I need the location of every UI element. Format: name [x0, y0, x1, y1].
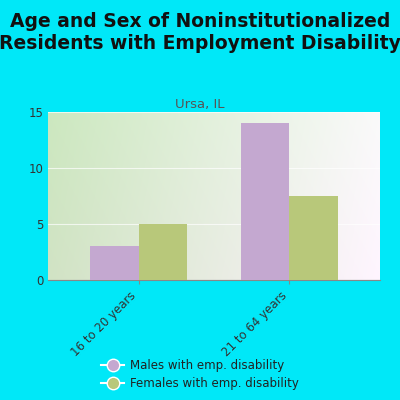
Bar [138, 224, 187, 280]
Bar [90, 246, 138, 280]
Legend: Males with emp. disability, Females with emp. disability: Males with emp. disability, Females with… [101, 359, 299, 390]
Text: Age and Sex of Noninstitutionalized
Residents with Employment Disability: Age and Sex of Noninstitutionalized Resi… [0, 12, 400, 53]
Bar [290, 196, 338, 280]
Text: Ursa, IL: Ursa, IL [175, 98, 225, 111]
Bar [241, 123, 290, 280]
